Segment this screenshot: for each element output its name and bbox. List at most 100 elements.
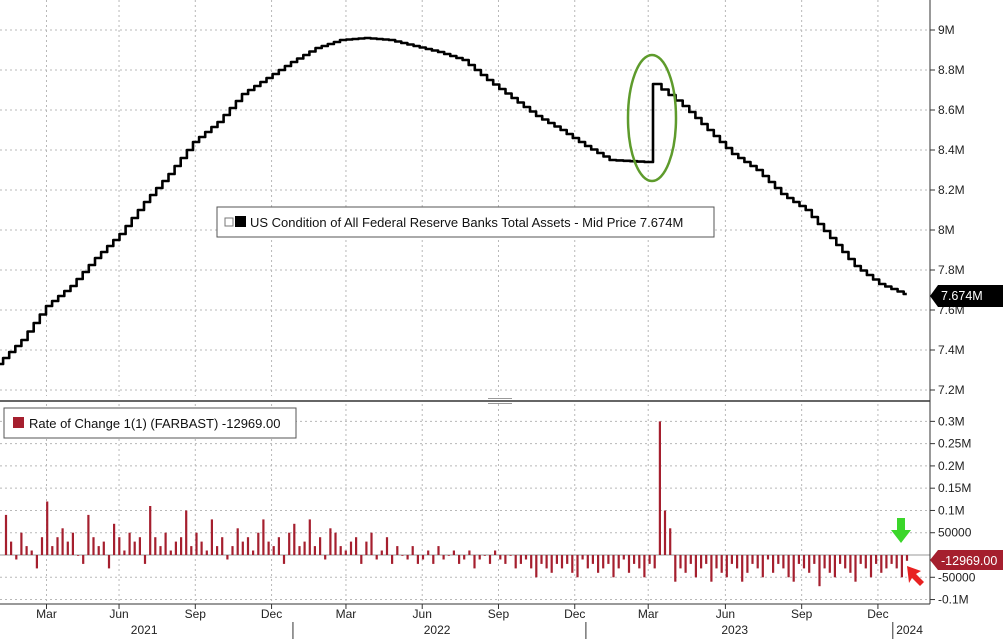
rate-bar: [530, 555, 533, 569]
bottom-tick-label: -50000: [938, 570, 976, 584]
rate-bar: [262, 519, 265, 555]
rate-bar: [638, 555, 641, 569]
x-year-label: 2022: [424, 623, 451, 637]
rate-bar: [730, 555, 733, 564]
rate-bar: [864, 555, 867, 569]
rate-bar: [61, 528, 64, 555]
rate-bar: [715, 555, 718, 569]
x-month-label: Mar: [336, 607, 357, 621]
x-year-label: 2023: [721, 623, 748, 637]
total-assets-series-line: [0, 36, 907, 366]
rate-bar: [777, 555, 780, 564]
rate-bar: [792, 555, 795, 582]
rate-bar: [519, 555, 522, 564]
rate-bar: [895, 555, 898, 569]
rate-bar: [700, 555, 703, 569]
rate-bar: [622, 555, 625, 560]
rate-bar: [586, 555, 589, 569]
rate-bar: [617, 555, 620, 569]
rate-bar: [123, 550, 126, 555]
rate-bar: [627, 555, 631, 573]
rate-bar: [298, 546, 301, 555]
rate-bar: [277, 537, 280, 555]
rate-bar: [241, 541, 244, 555]
x-axis-month-labels: Mar Jun Sep Dec Mar Jun Sep Dec Mar Jun Sep Dec: [36, 604, 889, 621]
rate-bar: [442, 555, 445, 560]
rate-bar: [97, 546, 100, 555]
x-year-label: 2024: [896, 623, 923, 637]
rate-bar: [282, 555, 286, 564]
bottom-tick-label: 0.15M: [938, 481, 971, 495]
bottom-tick-label: 0.25M: [938, 437, 971, 451]
x-month-label: Mar: [36, 607, 57, 621]
bottom-y-ticks: 0.3M 0.25M 0.2M 0.15M 0.1M 50000 -50000 -0.1M: [930, 414, 976, 607]
rate-bar: [313, 546, 316, 555]
rate-bar: [236, 528, 239, 555]
x-month-label: Jun: [413, 607, 432, 621]
x-month-label: Sep: [488, 607, 510, 621]
rate-bar: [128, 532, 131, 555]
rate-bar: [174, 541, 177, 555]
rate-bar: [566, 555, 569, 564]
rate-bar: [56, 537, 59, 555]
rate-bar: [808, 555, 811, 573]
x-month-label: Jun: [109, 607, 128, 621]
rate-bar: [597, 555, 600, 573]
rate-bar: [689, 555, 692, 564]
rate-bar: [416, 555, 419, 564]
rate-bar: [612, 555, 615, 578]
rate-bar: [648, 555, 651, 564]
x-month-label: Dec: [564, 607, 585, 621]
rate-bar: [143, 555, 147, 564]
x-month-label: Mar: [638, 607, 659, 621]
rate-bar: [560, 555, 564, 569]
rate-bar: [658, 421, 661, 555]
bottom-legend[interactable]: Rate of Change 1(1) (FARBAST) -12969.00: [3, 407, 297, 439]
rate-bar: [339, 546, 342, 555]
top-tick-label: 8.8M: [938, 63, 965, 77]
x-month-label: Dec: [261, 607, 282, 621]
rate-bar: [746, 555, 749, 573]
rate-bar: [257, 532, 260, 555]
rate-bar: [107, 555, 111, 569]
rate-bar: [710, 555, 713, 582]
rate-bar: [267, 541, 270, 555]
rate-bar: [751, 555, 754, 564]
rate-bar: [468, 550, 471, 555]
top-tick-label: 7.2M: [938, 383, 965, 397]
rate-bar: [602, 555, 605, 569]
top-legend[interactable]: US Condition of All Federal Reserve Bank…: [216, 206, 715, 238]
rate-bar: [118, 537, 121, 555]
rate-bar: [514, 555, 517, 569]
rate-bar: [319, 537, 322, 555]
rate-bar: [741, 555, 744, 582]
rate-bar: [25, 546, 28, 555]
bottom-tick-label: -0.1M: [938, 593, 969, 607]
rate-bar: [463, 555, 466, 560]
top-tick-label: 8.4M: [938, 143, 965, 157]
rate-bar: [823, 555, 826, 569]
rate-bar: [77, 555, 80, 556]
rate-bar: [180, 537, 183, 555]
rate-bar: [633, 555, 636, 564]
rate-bar: [875, 555, 878, 564]
rate-bar: [200, 541, 203, 555]
rate-bar: [787, 555, 790, 578]
rate-bar: [113, 523, 116, 555]
rate-bar: [828, 555, 831, 573]
top-tick-label: 7.8M: [938, 263, 965, 277]
rate-bar: [360, 555, 363, 564]
rate-bar: [370, 532, 373, 555]
rate-bar: [35, 555, 38, 569]
rate-bar: [839, 555, 842, 564]
red-arrow-icon: [907, 566, 924, 586]
rate-bar: [447, 555, 450, 556]
rate-bar: [478, 555, 481, 560]
bottom-legend-text: Rate of Change 1(1) (FARBAST) -12969.00: [29, 416, 280, 431]
bottom-tick-label: 0.1M: [938, 503, 965, 517]
green-down-arrow-icon: [891, 518, 911, 543]
rate-bar: [272, 546, 275, 555]
rate-bar: [859, 555, 862, 564]
rate-bar: [499, 555, 502, 560]
